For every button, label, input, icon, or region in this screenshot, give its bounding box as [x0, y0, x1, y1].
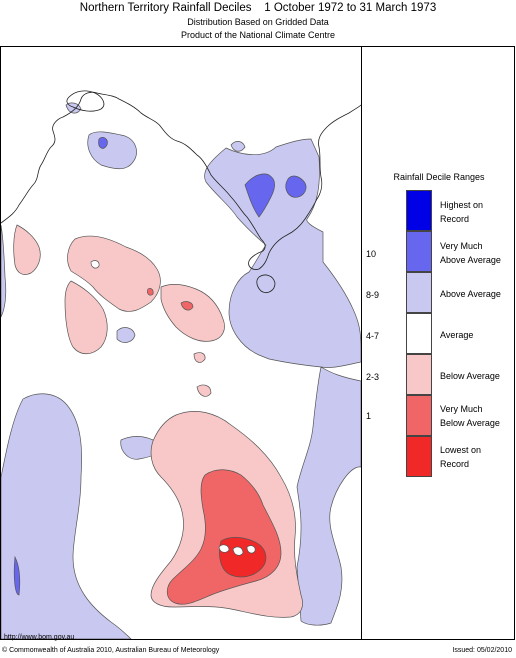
region-cobourg	[87, 131, 137, 170]
region-small-west-1	[116, 327, 136, 343]
legend-label-lowest: Lowest on Record	[440, 443, 481, 471]
region-red-spot-1	[147, 288, 154, 296]
legend-label-lowest-line1: Lowest on	[440, 445, 482, 455]
decile-map	[1, 47, 361, 639]
legend-label-highest: Highest on Record	[440, 198, 483, 226]
tiwi-island-outline	[66, 90, 105, 112]
map-frame	[0, 46, 515, 640]
legend-label-very-much-below-line1: Very Much	[440, 404, 483, 414]
source-url[interactable]: http://www.bom.gov.au	[4, 634, 75, 641]
map-subtitle-line1: Distribution Based on Gridded Data	[187, 17, 329, 27]
groote-island-outline	[256, 274, 276, 293]
copyright-notice: © Commonwealth of Australia 2010, Austra…	[2, 647, 220, 654]
region-arnhem-land	[204, 138, 361, 368]
legend-swatch-average	[406, 313, 432, 354]
region-west-edge-blue	[13, 555, 21, 596]
legend-swatch-very-much-above	[406, 231, 432, 272]
legend-title: Rainfall Decile Ranges	[393, 172, 485, 182]
very-much-above-average-regions	[13, 137, 307, 596]
legend-range-8-9: 8-9	[366, 290, 380, 300]
region-west	[1, 393, 132, 639]
legend-range-10: 10	[366, 249, 377, 259]
region-arnhem-peninsula	[244, 173, 275, 218]
legend-swatch-above	[406, 272, 432, 313]
legend-range-4-7: 4-7	[366, 331, 380, 341]
region-small-pink-1	[196, 384, 212, 397]
region-far-west-strip	[1, 224, 7, 318]
legend-label-very-much-above-line1: Very Much	[440, 241, 483, 251]
region-central-pink-3	[160, 284, 225, 342]
region-red-spot-2	[180, 301, 194, 311]
legend-swatch-highest	[406, 190, 432, 231]
region-tiwi	[230, 141, 246, 152]
legend-label-above: Above Average	[440, 289, 501, 299]
legend-label-lowest-line2: Record	[440, 459, 470, 469]
legend-swatch-below	[406, 354, 432, 395]
legend-label-very-much-below: Very Much Below Average	[440, 402, 500, 430]
region-gulf-south	[296, 366, 361, 626]
legend-label-highest-line2: Record	[440, 214, 470, 224]
legend-swatch-very-much-below	[406, 395, 432, 436]
legend-label-very-much-above-line2: Above Average	[440, 255, 501, 265]
legend-label-very-much-below-line2: Below Average	[440, 418, 500, 428]
hole-3	[246, 545, 256, 554]
legend-label-highest-line1: Highest on	[440, 200, 484, 210]
map-title: Northern Territory Rainfall Deciles 1 Oc…	[79, 2, 437, 14]
hole-1	[232, 546, 244, 556]
legend-swatch-lowest	[406, 436, 432, 477]
legend-divider	[361, 46, 362, 640]
legend-label-average: Average	[440, 330, 474, 340]
region-far-west-pink	[13, 224, 41, 275]
map-subtitle-line2: Product of the National Climate Centre	[180, 30, 336, 40]
region-small-pink-2	[193, 352, 206, 363]
average-holes	[90, 260, 256, 556]
legend-label-below: Below Average	[440, 371, 500, 381]
legend-label-very-much-above: Very Much Above Average	[440, 239, 501, 267]
region-blue-island-east	[285, 175, 307, 198]
region-west-pink-2	[64, 280, 108, 355]
issued-date: Issued: 05/02/2010	[452, 647, 512, 654]
decile-map-svg	[1, 90, 361, 639]
region-cobourg-core	[98, 137, 108, 149]
region-central-north-pink	[67, 235, 161, 312]
hole-2	[218, 544, 230, 553]
hole-4	[90, 260, 100, 269]
coastline	[1, 91, 361, 270]
legend-range-2-3: 2-3	[366, 372, 380, 382]
legend-range-1: 1	[366, 411, 372, 421]
